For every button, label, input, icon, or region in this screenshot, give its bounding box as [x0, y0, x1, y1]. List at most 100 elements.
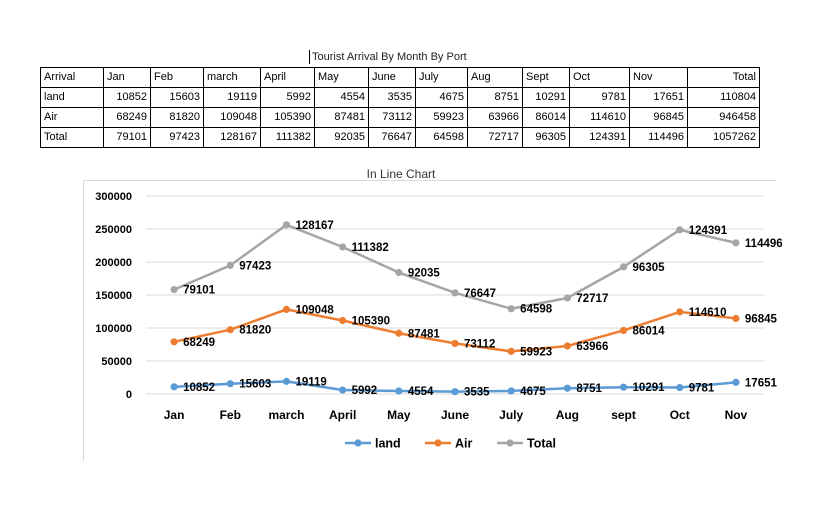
table-cell[interactable]: 3535 [368, 87, 416, 108]
table-header-cell[interactable]: Jan [103, 67, 151, 88]
data-point [507, 387, 515, 395]
legend-marker [506, 439, 514, 447]
table-cell[interactable]: 109048 [203, 107, 261, 128]
legend-marker [434, 439, 442, 447]
table-cell[interactable]: 73112 [368, 107, 416, 128]
table-cell[interactable]: 105390 [260, 107, 315, 128]
data-label: 8751 [576, 383, 602, 395]
table-cell[interactable]: 81820 [150, 107, 204, 128]
data-label: 9781 [689, 383, 715, 395]
table-cell[interactable]: 15603 [150, 87, 204, 108]
data-label: 97423 [239, 260, 271, 272]
x-tick-label: July [499, 408, 523, 422]
data-label: 105390 [352, 315, 390, 327]
table-cell[interactable]: 114610 [569, 107, 630, 128]
data-label: 79101 [183, 285, 216, 297]
table-cell[interactable]: 8751 [467, 87, 523, 108]
table-cell[interactable]: 1057262 [687, 127, 760, 148]
data-point [226, 261, 234, 270]
data-point [732, 314, 740, 323]
table-cell[interactable]: 946458 [687, 107, 760, 128]
data-point [339, 386, 347, 394]
data-label: 76647 [464, 288, 496, 300]
table-cell[interactable]: 96845 [629, 107, 688, 128]
data-label: 68249 [183, 337, 215, 349]
table-cell[interactable]: 92035 [314, 127, 369, 148]
table-cell[interactable]: 76647 [368, 127, 416, 148]
x-tick-label: Nov [725, 408, 748, 422]
table-header-cell[interactable]: Aug [467, 67, 523, 88]
x-tick-label: June [441, 408, 469, 422]
data-label: 81820 [239, 325, 271, 337]
table-cell[interactable]: 63966 [467, 107, 523, 128]
data-label: 15603 [239, 379, 271, 391]
data-point [563, 342, 571, 350]
table-cell[interactable]: 19119 [203, 87, 261, 108]
table-cell[interactable]: 59923 [415, 107, 468, 128]
text-cursor [309, 50, 310, 64]
table-header-cell[interactable]: May [314, 67, 369, 88]
data-point [170, 285, 178, 294]
y-tick-label: 250000 [95, 224, 132, 236]
data-point [226, 380, 234, 388]
table-header-cell[interactable]: Oct [569, 67, 630, 88]
table-header-cell[interactable]: April [260, 67, 315, 88]
data-label: 96305 [633, 262, 666, 274]
table-header-cell[interactable]: march [203, 67, 261, 88]
table-cell[interactable]: 5992 [260, 87, 315, 108]
chart-area[interactable]: In Line Chart 0 50000 100000 150000 200000 25… [83, 167, 783, 461]
table-cell[interactable]: 79101 [103, 127, 151, 148]
table-cell[interactable]: 10852 [103, 87, 151, 108]
table-cell[interactable]: Total [40, 127, 104, 148]
table-header-cell[interactable]: Sept [522, 67, 570, 88]
table-header-cell[interactable]: June [368, 67, 416, 88]
table-cell[interactable]: 72717 [467, 127, 523, 148]
data-label: 92035 [408, 268, 441, 280]
table-cell[interactable]: 97423 [150, 127, 204, 148]
table-cell[interactable]: 4675 [415, 87, 468, 108]
table-cell[interactable]: 64598 [415, 127, 468, 148]
data-point [732, 378, 740, 386]
data-point [676, 308, 684, 316]
table-cell[interactable]: 86014 [522, 107, 570, 128]
table-cell[interactable]: 17651 [629, 87, 688, 108]
data-label: 73112 [464, 338, 495, 350]
data-label: 17651 [745, 377, 778, 389]
data-label: 19119 [295, 376, 326, 388]
table-cell[interactable]: 4554 [314, 87, 369, 108]
table-cell[interactable]: 96305 [522, 127, 570, 148]
data-label: 4675 [520, 386, 546, 398]
table-cell[interactable]: 9781 [569, 87, 630, 108]
table-cell[interactable]: 111382 [260, 127, 315, 148]
table-header-cell[interactable]: Nov [629, 67, 688, 88]
x-tick-label: Oct [670, 408, 690, 422]
data-point [395, 268, 403, 277]
data-label: 109048 [295, 304, 334, 316]
table-cell[interactable]: 10291 [522, 87, 570, 108]
data-point [563, 294, 571, 302]
table-cell[interactable]: 87481 [314, 107, 369, 128]
data-point [170, 383, 178, 391]
table-cell[interactable]: 128167 [203, 127, 261, 148]
data-point [451, 388, 459, 396]
table-cell[interactable]: 68249 [103, 107, 151, 128]
data-point [170, 338, 178, 346]
table-header-cell[interactable]: Total [687, 67, 760, 88]
data-point [451, 339, 459, 348]
table-header-cell[interactable]: July [415, 67, 468, 88]
data-label: 114610 [689, 307, 727, 319]
table-cell[interactable]: 110804 [687, 87, 760, 108]
data-point [619, 326, 628, 335]
data-label: 96845 [745, 313, 778, 325]
table-cell[interactable]: 114496 [629, 127, 688, 148]
table-header-cell[interactable]: Feb [150, 67, 204, 88]
table-row: Air 68249 81820 109048 105390 87481 73112 59923… [40, 107, 760, 128]
table-header-cell[interactable]: Arrival [40, 67, 104, 88]
y-tick-label: 200000 [95, 257, 132, 269]
data-label: 4554 [408, 386, 434, 398]
line-chart: In Line Chart 0 50000 100000 150000 200000 25… [95, 167, 782, 451]
data-label: 87481 [408, 328, 441, 340]
table-cell[interactable]: 124391 [569, 127, 630, 148]
table-cell[interactable]: land [40, 87, 104, 108]
table-cell[interactable]: Air [40, 107, 104, 128]
